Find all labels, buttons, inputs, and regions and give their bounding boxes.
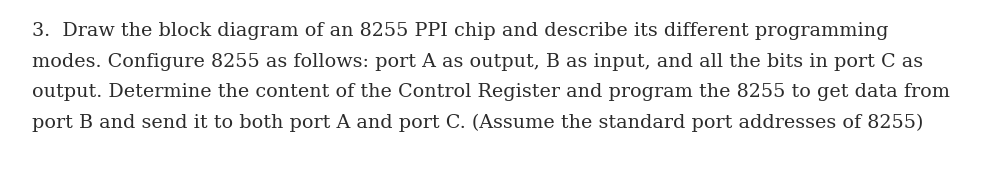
Text: output. Determine the content of the Control Register and program the 8255 to ge: output. Determine the content of the Con… — [32, 83, 950, 101]
Text: modes. Configure 8255 as follows: port A as output, B as input, and all the bits: modes. Configure 8255 as follows: port A… — [32, 53, 923, 70]
Text: port B and send it to both port A and port C. (Assume the standard port addresse: port B and send it to both port A and po… — [32, 114, 923, 132]
Text: 3.  Draw the block diagram of an 8255 PPI chip and describe its different progra: 3. Draw the block diagram of an 8255 PPI… — [32, 22, 889, 40]
